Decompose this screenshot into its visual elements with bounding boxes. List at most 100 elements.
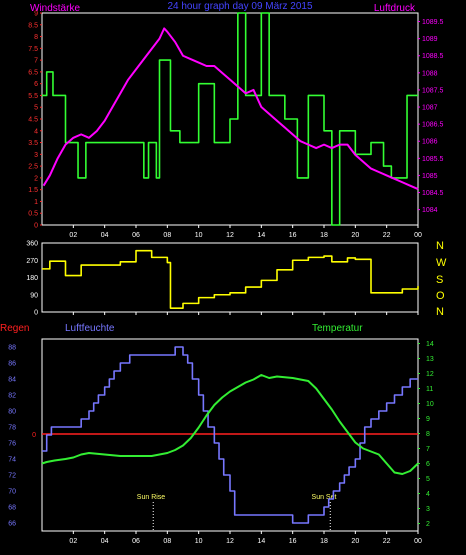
pressure-axis-tick-label: 1087	[422, 105, 438, 112]
wind-axis-tick-label: 8.5	[28, 22, 38, 29]
wind-axis-tick-label: 4	[34, 128, 38, 135]
wind-axis-tick-label: 9	[34, 11, 38, 18]
panel-frame-3	[41, 338, 419, 532]
temperature-axis-tick-label: 13	[426, 356, 434, 363]
humidity-axis-tick-label: 74	[8, 457, 16, 464]
pressure-axis-tick-label: 1084	[422, 207, 438, 214]
pressure-axis-tick-label: 1088	[422, 70, 438, 77]
x-tick-label: 02	[69, 538, 77, 545]
wind-axis-tick-label: 7.5	[28, 46, 38, 53]
direction-axis-tick-label: 360	[26, 241, 38, 248]
temperature-axis-tick-label: 11	[426, 386, 433, 393]
temperature-axis-tick-label: 12	[426, 371, 434, 378]
sunrise-label: Sun Rise	[137, 494, 166, 501]
direction-label-east: O	[436, 290, 445, 302]
pressure-axis-tick-label: 1086.5	[422, 122, 444, 129]
pressure-axis-tick-label: 1089.5	[422, 19, 444, 26]
temperature-title: Temperatur	[312, 323, 363, 334]
temperature-axis-tick-label: 4	[426, 491, 430, 498]
temperature-axis-tick-label: 10	[426, 401, 434, 408]
direction-label-south: S	[436, 274, 443, 286]
x-tick-label: 06	[132, 232, 140, 239]
x-tick-label: 04	[101, 232, 109, 239]
x-tick-label: 08	[163, 538, 171, 545]
wind-axis-tick-label: 2	[34, 175, 38, 182]
temperature-axis-tick-label: 7	[426, 446, 430, 453]
temperature-axis-tick-label: 6	[426, 461, 430, 468]
x-tick-label: 16	[289, 232, 297, 239]
wind-axis-tick-label: 6	[34, 81, 38, 88]
x-tick-label: 22	[383, 232, 391, 239]
rain-axis-label: 0	[32, 432, 36, 439]
direction-axis-tick-label: 270	[26, 258, 38, 265]
pressure-line	[42, 27, 419, 191]
wind-axis-tick-label: 2.5	[28, 164, 38, 171]
temperature-axis-tick-label: 9	[426, 416, 430, 423]
humidity-axis-tick-label: 78	[8, 425, 16, 432]
wind-axis-tick-label: 3.5	[28, 140, 38, 147]
wind-direction-line	[42, 249, 419, 309]
humidity-title: Luftfeuchte	[65, 323, 115, 334]
x-tick-label: 12	[226, 538, 234, 545]
pressure-axis-tick-label: 1087.5	[422, 87, 444, 94]
humidity-axis-tick-label: 70	[8, 489, 16, 496]
pressure-axis-tick-label: 1085.5	[422, 156, 444, 163]
wind-speed-line	[42, 12, 418, 226]
pressure-title: Luftdruck	[374, 3, 416, 14]
direction-label-north-top: N	[436, 240, 444, 252]
x-tick-label: 16	[289, 538, 297, 545]
x-tick-label: 14	[257, 232, 265, 239]
wind-axis-tick-label: 8	[34, 34, 38, 41]
temperature-line	[41, 374, 419, 475]
humidity-axis-tick-label: 66	[8, 521, 16, 528]
x-tick-label: 08	[163, 232, 171, 239]
x-tick-label: 04	[101, 538, 109, 545]
wind-axis-tick-label: 0.5	[28, 211, 38, 218]
wind-axis-tick-label: 1.5	[28, 187, 38, 194]
x-tick-label: 00	[414, 232, 422, 239]
pressure-axis-tick-label: 1084.5	[422, 190, 444, 197]
direction-label-north-bottom: N	[436, 306, 444, 318]
pressure-axis-tick-label: 1088.5	[422, 53, 444, 60]
humidity-axis-tick-label: 72	[8, 473, 16, 480]
panel-frame-2	[41, 242, 419, 313]
temperature-axis-tick-label: 8	[426, 431, 430, 438]
wind-axis-tick-label: 3	[34, 152, 38, 159]
humidity-axis-tick-label: 86	[8, 361, 16, 368]
wind-axis-tick-label: 6.5	[28, 69, 38, 76]
direction-axis-tick-label: 90	[30, 292, 38, 299]
x-tick-label: 20	[351, 232, 359, 239]
x-tick-label: 14	[257, 538, 265, 545]
humidity-axis-tick-label: 68	[8, 505, 16, 512]
pressure-axis-tick-label: 1089	[422, 36, 438, 43]
humidity-axis-tick-label: 76	[8, 441, 16, 448]
temperature-axis-tick-label: 14	[426, 341, 434, 348]
wind-axis-tick-label: 0	[34, 223, 38, 230]
wind-axis-tick-label: 5	[34, 105, 38, 112]
pressure-axis-tick-label: 1086	[422, 139, 438, 146]
x-tick-label: 12	[226, 232, 234, 239]
x-tick-label: 22	[383, 538, 391, 545]
pressure-axis-tick-label: 1085	[422, 173, 438, 180]
x-tick-label: 02	[69, 232, 77, 239]
x-tick-label: 18	[320, 538, 328, 545]
wind-axis-tick-label: 4.5	[28, 117, 38, 124]
x-tick-label: 18	[320, 232, 328, 239]
humidity-axis-tick-label: 84	[8, 377, 16, 384]
rain-title: Regen	[0, 323, 29, 334]
x-tick-label: 06	[132, 538, 140, 545]
temperature-axis-tick-label: 3	[426, 506, 430, 513]
wind-axis-tick-label: 5.5	[28, 93, 38, 100]
wind-axis-tick-label: 1	[34, 199, 38, 206]
humidity-axis-tick-label: 80	[8, 409, 16, 416]
humidity-axis-tick-label: 88	[8, 345, 16, 352]
x-tick-label: 00	[414, 538, 422, 545]
humidity-line	[42, 346, 418, 524]
x-tick-label: 10	[195, 232, 203, 239]
wind-speed-title: Windstärke	[30, 3, 80, 14]
wind-axis-tick-label: 7	[34, 58, 38, 65]
direction-label-west: W	[436, 257, 447, 269]
date-title: 24 hour graph day 09 März 2015	[167, 1, 313, 12]
